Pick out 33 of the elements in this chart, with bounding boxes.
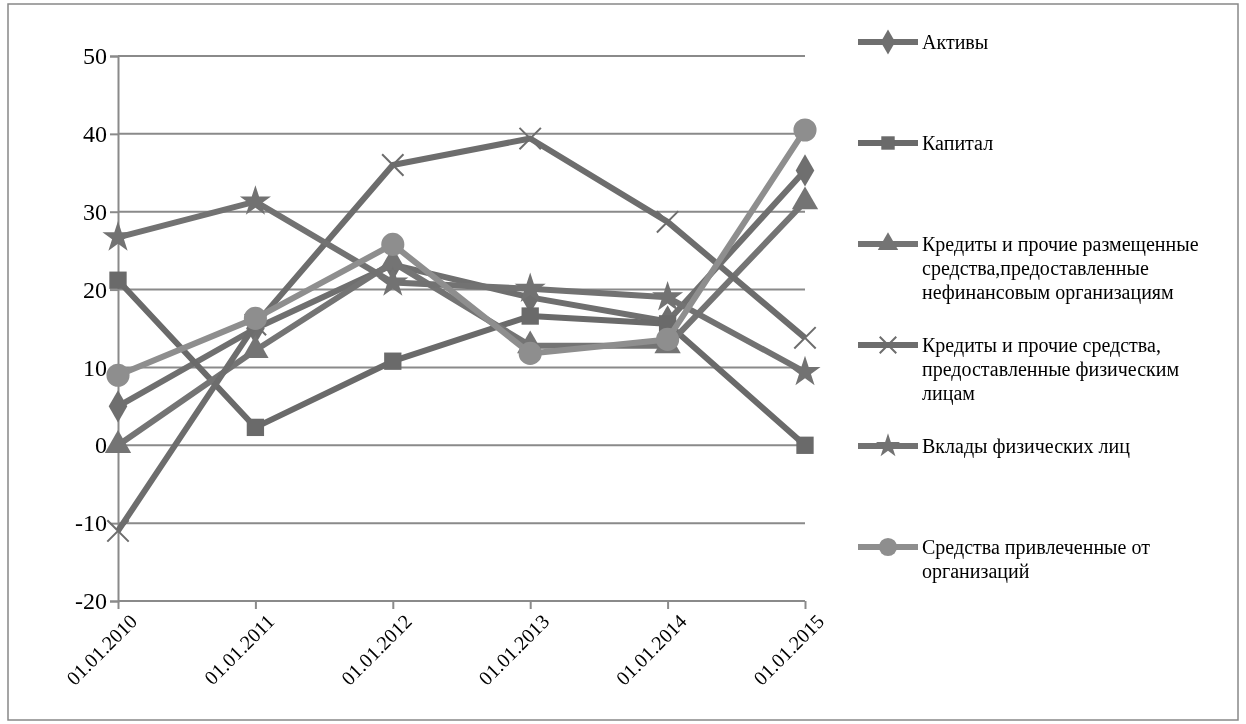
point: [518, 341, 542, 365]
point: [384, 352, 402, 370]
point: [793, 118, 817, 142]
point: [106, 519, 130, 543]
point: [521, 307, 539, 325]
point: [796, 436, 814, 454]
legend-label: Вклады физических лиц: [922, 435, 1131, 458]
y-tick-label: 10: [83, 354, 107, 381]
y-tick-label: 40: [83, 121, 107, 148]
legend-label: Кредиты и прочие средства, предоставленные физическим лицам: [922, 334, 1180, 405]
y-tick-label: 30: [83, 198, 107, 225]
point: [106, 363, 130, 387]
y-tick-label: -20: [75, 588, 107, 615]
point: [243, 306, 267, 330]
point: [239, 185, 271, 215]
point: [518, 126, 542, 151]
point: [381, 232, 405, 256]
point: [793, 326, 817, 350]
point: [109, 271, 127, 289]
y-tick-label: 20: [83, 276, 107, 303]
legend-label: Активы: [922, 31, 989, 53]
legend-label: Средства привлеченные от организаций: [922, 536, 1151, 583]
legend-label: Капитал: [922, 132, 994, 154]
point: [514, 272, 546, 303]
y-tick-label: 0: [95, 432, 107, 459]
y-tick-label: -10: [75, 510, 107, 537]
y-tick-label: 50: [83, 43, 107, 70]
point: [381, 153, 405, 177]
point: [789, 355, 821, 386]
legend-label: Кредиты и прочие размещенные средства,предоставленные нефинансовым организациям: [922, 233, 1199, 304]
point: [655, 210, 680, 234]
point: [652, 281, 684, 311]
point: [246, 418, 265, 437]
